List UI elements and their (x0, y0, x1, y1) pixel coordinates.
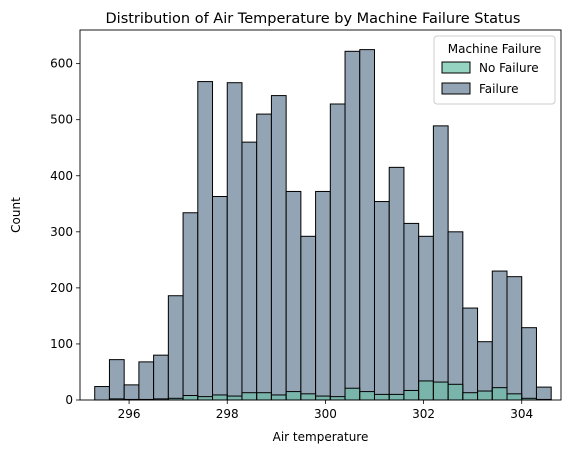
failure-bar (432, 125, 449, 401)
y-tick-label: 400 (50, 169, 73, 183)
failure-bar (300, 235, 317, 401)
no-failure-bar (373, 393, 390, 401)
failure-bar (108, 359, 125, 401)
no-failure-bar (418, 380, 434, 401)
failure-bars (94, 49, 552, 401)
no-failure-bar (477, 390, 493, 401)
legend-swatch (441, 61, 471, 74)
failure-bar (182, 212, 199, 401)
no-failure-bar (491, 387, 508, 401)
y-axis-label: Count (9, 197, 23, 233)
no-failure-bar (359, 391, 375, 401)
failure-bar (403, 222, 420, 401)
no-failure-bars (108, 380, 552, 401)
legend: Machine Failure No Failure Failure (433, 35, 556, 105)
y-axis-ticks: 0 100 200 300 400 500 600 (50, 57, 80, 407)
failure-bar (153, 354, 169, 401)
x-tick-label: 300 (314, 407, 337, 421)
legend-swatch (441, 82, 471, 95)
x-tick-label: 296 (118, 407, 141, 421)
failure-bar (226, 82, 243, 401)
axes-frame (79, 29, 562, 401)
failure-bar (535, 386, 552, 401)
no-failure-bar (300, 393, 317, 401)
failure-bar (256, 113, 272, 401)
no-failure-bar (432, 381, 449, 401)
failure-bar (167, 295, 184, 401)
legend-entry-label: Failure (479, 82, 518, 96)
failure-bar (329, 103, 346, 401)
no-failure-bar (226, 395, 243, 401)
y-tick-label: 200 (50, 281, 73, 295)
no-failure-bar (256, 392, 272, 401)
no-failure-bar (447, 383, 464, 401)
x-axis-label: Air temperature (273, 430, 369, 444)
legend-entry-label: No Failure (479, 61, 539, 75)
no-failure-bar (182, 395, 199, 401)
x-tick-label: 304 (510, 407, 533, 421)
failure-bar (462, 307, 479, 401)
failure-bar (197, 81, 214, 401)
failure-bar (212, 196, 228, 401)
failure-bar (373, 201, 390, 401)
failure-bar (418, 235, 434, 401)
failure-bar (359, 49, 375, 401)
failure-bar (315, 190, 331, 401)
no-failure-bar (241, 392, 258, 401)
no-failure-bar (212, 394, 228, 401)
failure-bar (344, 50, 361, 401)
failure-bar (270, 95, 287, 401)
failure-bar (388, 166, 405, 401)
y-tick-label: 600 (50, 57, 73, 71)
failure-bar (506, 276, 523, 401)
failure-bar (241, 141, 258, 401)
failure-bar (138, 361, 155, 401)
y-tick-label: 300 (50, 225, 73, 239)
y-tick-label: 100 (50, 337, 73, 351)
chart-title: Distribution of Air Temperature by Machi… (106, 11, 521, 27)
failure-bar (285, 190, 302, 401)
no-failure-bar (462, 392, 479, 401)
no-failure-bar (285, 391, 302, 401)
no-failure-bar (197, 396, 214, 401)
no-failure-bar (329, 396, 346, 401)
failure-bar (521, 327, 537, 401)
legend-title: Machine Failure (448, 42, 542, 56)
no-failure-bar (403, 389, 420, 401)
no-failure-bar (315, 395, 331, 401)
failure-bar (123, 384, 140, 401)
x-tick-label: 298 (216, 407, 239, 421)
no-failure-bar (344, 387, 361, 401)
no-failure-bar (506, 393, 523, 401)
no-failure-bar (388, 393, 405, 401)
y-tick-label: 0 (65, 393, 73, 407)
no-failure-bar (270, 394, 287, 401)
failure-bar (491, 270, 508, 401)
failure-bar (447, 231, 464, 401)
failure-bar (94, 386, 110, 401)
x-tick-label: 302 (412, 407, 435, 421)
y-tick-label: 500 (50, 113, 73, 127)
x-axis-ticks: 296 298 300 302 304 (118, 400, 533, 421)
